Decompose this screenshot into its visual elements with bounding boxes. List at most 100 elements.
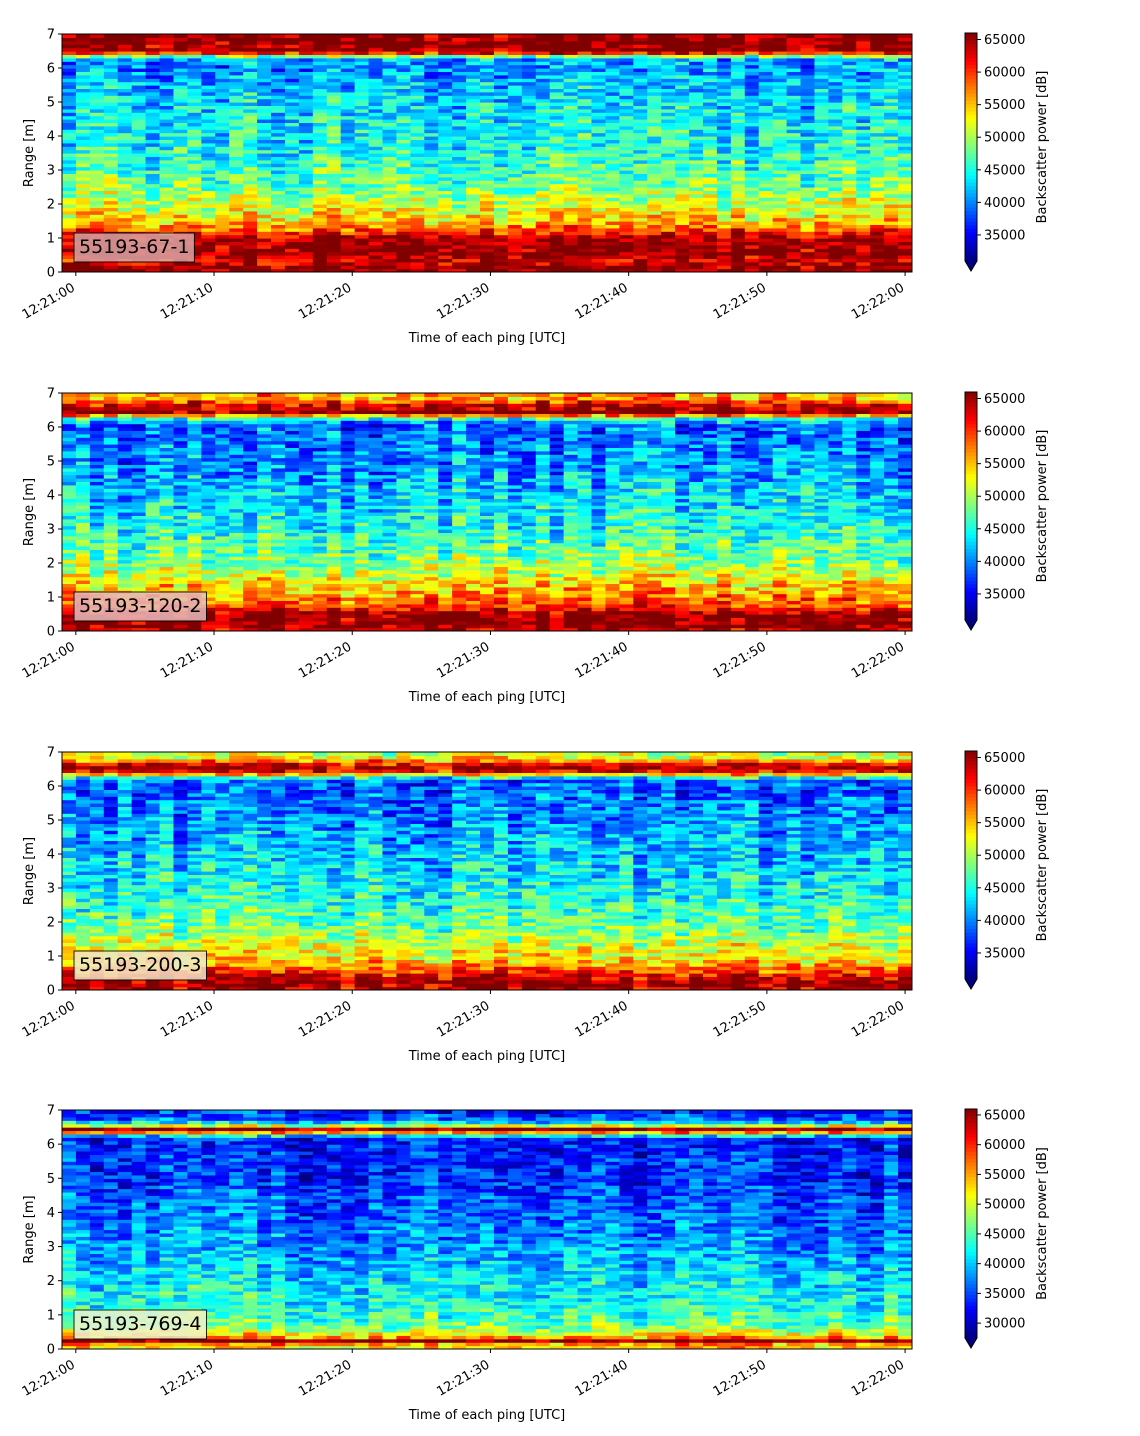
heatmap-cell — [535, 190, 551, 195]
y-tick-label: 6 — [47, 62, 55, 77]
heatmap-cell — [159, 430, 175, 435]
heatmap-cell — [396, 51, 411, 55]
heatmap-cell — [549, 153, 565, 157]
heatmap-cell — [856, 210, 871, 215]
heatmap-cell — [312, 163, 328, 168]
heatmap-cell — [772, 244, 788, 249]
heatmap-cell — [898, 176, 912, 181]
heatmap-cell — [828, 95, 843, 100]
heatmap-cell — [758, 193, 774, 198]
heatmap-cell — [438, 268, 453, 272]
heatmap-cell — [452, 261, 467, 266]
heatmap-cell — [243, 47, 258, 52]
heatmap-cell — [577, 37, 593, 42]
heatmap-cell — [814, 91, 829, 96]
heatmap-cell — [145, 136, 161, 140]
heatmap-cell — [521, 68, 537, 72]
heatmap-cell — [577, 91, 593, 96]
heatmap-cell — [563, 251, 579, 256]
heatmap-cell — [103, 518, 119, 523]
heatmap-cell — [187, 102, 202, 106]
heatmap-cell — [368, 224, 384, 229]
heatmap-cell — [396, 57, 411, 62]
heatmap-cell — [326, 193, 342, 198]
heatmap-cell — [117, 125, 133, 130]
heatmap-cell — [563, 156, 579, 161]
heatmap-cell — [452, 102, 467, 106]
heatmap-cell — [633, 187, 648, 191]
heatmap-cell — [493, 68, 509, 72]
heatmap-cell — [814, 64, 829, 69]
heatmap-cell — [368, 176, 384, 181]
heatmap-cell — [354, 234, 370, 239]
heatmap-cell — [62, 454, 77, 459]
heatmap-cell — [298, 68, 314, 72]
heatmap-cell — [480, 71, 495, 76]
heatmap-cell — [298, 122, 314, 127]
heatmap-cell — [814, 125, 829, 130]
heatmap-cell — [62, 234, 77, 239]
heatmap-cell — [786, 74, 802, 79]
heatmap-cell — [842, 119, 857, 123]
heatmap-cell — [647, 227, 662, 232]
heatmap-cell — [884, 221, 899, 225]
heatmap-cell — [438, 190, 453, 195]
heatmap-cell — [271, 64, 286, 69]
heatmap-cell — [103, 525, 119, 530]
heatmap-cell — [103, 102, 119, 106]
heatmap-cell — [563, 125, 579, 130]
heatmap-cell — [103, 34, 119, 38]
heatmap-cell — [493, 159, 509, 164]
heatmap-cell — [800, 238, 816, 242]
heatmap-cell — [145, 214, 161, 219]
heatmap-cell — [117, 81, 133, 86]
heatmap-cell — [898, 44, 912, 49]
heatmap-cell — [521, 34, 537, 38]
heatmap-cell — [842, 217, 857, 222]
heatmap-cell — [772, 40, 788, 45]
heatmap-cell — [410, 180, 425, 185]
colorbar-segment — [965, 125, 977, 130]
heatmap-cell — [466, 207, 481, 212]
heatmap-cell — [75, 136, 91, 140]
heatmap-cell — [563, 193, 579, 198]
heatmap-cell — [75, 149, 91, 154]
heatmap-cell — [257, 173, 272, 178]
heatmap-cell — [591, 210, 607, 215]
heatmap-cell — [89, 447, 105, 452]
heatmap-cell — [117, 268, 133, 272]
heatmap-cell — [633, 105, 648, 110]
heatmap-cell — [856, 153, 871, 157]
heatmap-cell — [159, 505, 175, 510]
heatmap-cell — [340, 54, 356, 59]
heatmap-cell — [870, 85, 885, 89]
heatmap-cell — [382, 258, 398, 263]
heatmap-cell — [354, 105, 370, 110]
heatmap-cell — [103, 406, 119, 411]
heatmap-cell — [563, 91, 579, 96]
heatmap-cell — [870, 159, 885, 164]
heatmap-cell — [702, 102, 718, 106]
heatmap-cell — [521, 163, 537, 168]
heatmap-cell — [131, 563, 147, 567]
heatmap-cell — [326, 47, 342, 52]
heatmap-cell — [117, 529, 133, 533]
heatmap-cell — [535, 183, 551, 188]
heatmap-cell — [744, 136, 760, 140]
heatmap-cell — [312, 71, 328, 76]
heatmap-cell — [870, 91, 885, 96]
heatmap-cell — [605, 170, 620, 174]
heatmap-cell — [354, 231, 370, 236]
heatmap-cell — [62, 481, 77, 486]
heatmap-cell — [62, 552, 77, 557]
heatmap-cell — [284, 119, 300, 123]
heatmap-cell — [89, 210, 105, 215]
heatmap-cell — [257, 91, 272, 96]
heatmap-cell — [89, 454, 105, 459]
heatmap-cell — [62, 68, 77, 72]
heatmap-cell — [89, 484, 105, 489]
heatmap-cell — [466, 119, 481, 123]
colorbar-segment — [965, 72, 977, 77]
heatmap-cell — [131, 105, 147, 110]
